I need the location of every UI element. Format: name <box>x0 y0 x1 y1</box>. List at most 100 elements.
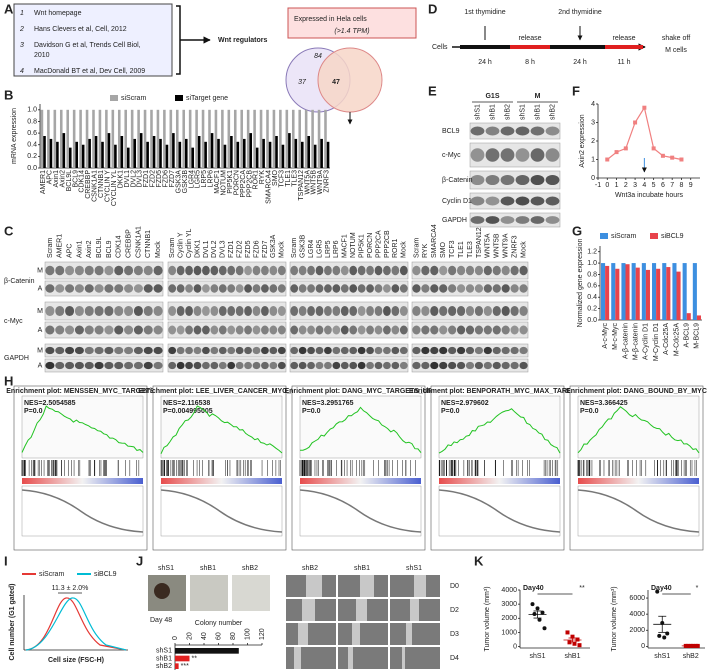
blot-band <box>290 265 299 276</box>
blot-band <box>483 361 492 370</box>
x-tick-label: 80 <box>230 632 237 640</box>
bar <box>692 263 697 320</box>
scratch-gap <box>406 623 412 645</box>
blot-band <box>193 284 202 293</box>
x-axis-title: Colony number <box>195 620 243 627</box>
phase-label: A <box>38 362 43 369</box>
gsea-p: P=0.0 <box>441 408 460 415</box>
data-point <box>532 612 537 617</box>
bar <box>195 109 198 168</box>
protein-label: c-Myc <box>4 318 23 325</box>
blot-band <box>465 361 475 370</box>
blot-band <box>357 305 366 317</box>
day-label: D3 <box>450 631 459 638</box>
bar <box>311 109 314 168</box>
source-text: MacDonald BT et al, Dev Cell, 2009 <box>34 68 145 75</box>
blot-band <box>456 361 466 370</box>
significance: ** <box>192 655 198 662</box>
blot-band <box>277 265 286 276</box>
blot-band <box>485 196 500 206</box>
category-label: DKK1 <box>117 170 124 188</box>
category-label: LGR5 <box>195 170 202 188</box>
blot-band <box>153 361 163 370</box>
blot-band <box>252 265 261 276</box>
blot-band <box>74 305 84 317</box>
bar <box>40 109 44 168</box>
x-tick-label: 7 <box>670 182 674 189</box>
category-label: ROR1 <box>253 170 260 190</box>
lane-label: Mock <box>279 241 286 258</box>
lane-label: FZD2 <box>236 240 243 258</box>
blot-band <box>307 265 315 276</box>
legend-label: siScram <box>611 233 636 240</box>
y-tick-label: 1 <box>591 156 595 163</box>
blot-frame <box>411 280 529 297</box>
legend-swatch <box>600 233 608 239</box>
blot-band <box>374 305 383 317</box>
blot-band <box>349 265 358 276</box>
blot-band <box>218 361 227 370</box>
x-tick-label: 0 <box>172 636 179 640</box>
blot-band <box>133 305 143 317</box>
blot-band <box>357 265 366 276</box>
lane-label: AMER1 <box>57 234 64 258</box>
category-label: M-c-Myc <box>612 323 619 350</box>
category-label: DVL1 <box>124 170 131 188</box>
category-label: FZD1 <box>143 170 150 188</box>
x-tick-label: 2 <box>624 182 628 189</box>
blot-band <box>439 346 448 355</box>
y-axis-title: mRNA expression <box>11 108 18 164</box>
blot-band <box>519 305 528 317</box>
bar <box>49 138 53 168</box>
blot-band <box>500 174 515 186</box>
bar <box>139 133 143 168</box>
blot-band <box>55 265 65 276</box>
gsea-p: P=0.004995005 <box>163 408 213 415</box>
data-point <box>542 626 547 631</box>
venn-overlap: 47 <box>332 79 340 86</box>
legend-swatch <box>175 95 183 101</box>
gsea-rank-bar <box>578 478 699 484</box>
bar <box>307 136 311 168</box>
timeline-seg <box>605 45 643 49</box>
category-label: SMARCA4 <box>266 170 273 204</box>
category-label: A-BCL9 <box>684 323 691 348</box>
blot-band <box>324 346 332 355</box>
blot-band <box>143 305 153 317</box>
protein-label: BCL9 <box>442 128 460 135</box>
scratch-image <box>286 647 336 669</box>
blot-band <box>349 346 358 355</box>
blot-band <box>74 265 84 276</box>
blot-frame <box>44 280 164 297</box>
blot-band <box>324 265 332 276</box>
lane-label: RYK <box>422 243 429 258</box>
gsea-curve <box>160 405 283 455</box>
bar <box>625 264 630 320</box>
bar <box>188 109 192 168</box>
blot-band <box>290 346 299 355</box>
blot-band <box>104 361 114 370</box>
blot-band <box>492 305 501 317</box>
blot-band <box>114 284 124 293</box>
blot-band <box>530 196 545 206</box>
blot-frame <box>44 261 164 280</box>
day-label: D4 <box>450 655 459 662</box>
data-point <box>540 610 545 615</box>
blot-band <box>439 325 448 335</box>
category-label: WNT5A <box>304 170 311 195</box>
source-number: 4 <box>20 68 24 75</box>
blot-band <box>324 325 332 335</box>
blot-band <box>391 325 400 335</box>
blot-band <box>315 284 324 293</box>
blot-band <box>465 346 475 355</box>
bar <box>253 109 256 168</box>
panel-label: E <box>428 83 437 98</box>
phase-label: A <box>38 327 43 334</box>
bar <box>117 109 121 168</box>
x-tick-label: 3 <box>633 182 637 189</box>
blot-band <box>235 265 244 276</box>
blot-band <box>104 325 114 335</box>
lane-label: PPP2CB <box>384 230 391 258</box>
blot-band <box>430 305 439 317</box>
